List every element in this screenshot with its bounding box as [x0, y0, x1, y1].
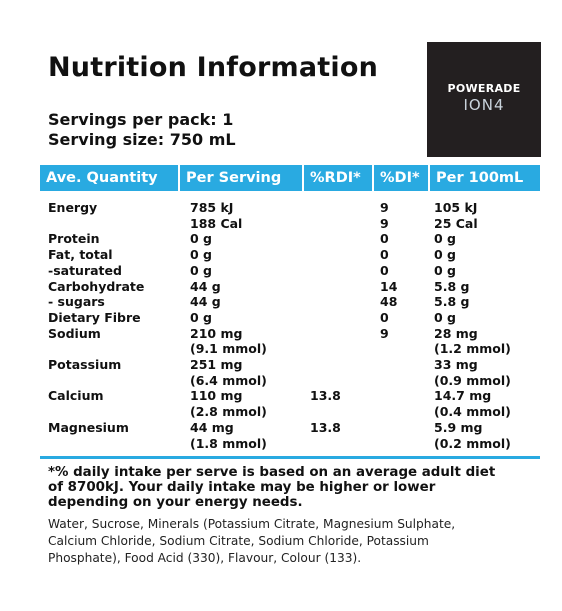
cell-di: 0	[380, 262, 389, 278]
serving-size: Serving size: 750 mL	[48, 130, 236, 149]
row-label: Potassium	[48, 357, 122, 372]
cell-per100: 5.8 g	[434, 294, 470, 310]
row-label: Fat, total	[48, 247, 113, 263]
cell-serving: 188 Cal	[190, 215, 243, 231]
cell-serving: 44 g	[190, 294, 221, 310]
cell-serving: (6.4 mmol)	[190, 372, 267, 388]
header-cell: Ave. Quantity	[40, 165, 178, 191]
footnote-line: depending on your energy needs.	[48, 495, 303, 510]
cell-per100: 25 Cal	[434, 215, 478, 231]
cell-per100: 5.9 mg	[434, 419, 483, 435]
servings-per-pack: Servings per pack: 1	[48, 110, 234, 129]
cell-per100: (0.4 mmol)	[434, 404, 511, 420]
ingredients-line: Water, Sucrose, Minerals (Potassium Citr…	[48, 517, 456, 531]
cell-di: 48	[380, 294, 398, 310]
cell-per100: 33 mg	[434, 357, 478, 372]
header-cell: %DI*	[374, 165, 428, 191]
cell-di: 0	[380, 247, 389, 263]
row-label: Protein	[48, 231, 100, 247]
cell-serving: (2.8 mmol)	[190, 404, 267, 420]
header-cell: %RDI*	[304, 165, 372, 191]
cell-di: 0	[380, 231, 389, 247]
cell-serving: 44 mg	[190, 419, 234, 435]
logo: POWERADE ION4	[427, 42, 541, 157]
ingredients-line: Calcium Chloride, Sodium Citrate, Sodium…	[48, 534, 429, 548]
header-cell: Per 100mL	[430, 165, 540, 191]
logo-brand: POWERADE	[447, 82, 521, 95]
cell-per100: 0 g	[434, 231, 456, 247]
cell-serving: 0 g	[190, 231, 212, 247]
table-header: Ave. Quantity Per Serving %RDI* %DI* Per 100…	[40, 165, 540, 191]
footnote-line: *% daily intake per serve is based on an…	[48, 465, 496, 480]
cell-serving: 110 mg	[190, 388, 243, 404]
footnote-line: of 8700kJ. Your daily intake may be high…	[48, 480, 436, 495]
cell-serving: 210 mg	[190, 325, 243, 341]
cell-per100: (0.9 mmol)	[434, 372, 511, 388]
cell-serving: (9.1 mmol)	[190, 341, 267, 357]
cell-rdi: 13.8	[310, 388, 341, 404]
divider	[40, 456, 540, 459]
row-label: Energy	[48, 200, 98, 215]
title: Nutrition Information	[48, 52, 378, 83]
cell-serving: 251 mg	[190, 357, 243, 372]
cell-serving: (1.8 mmol)	[190, 435, 267, 451]
cell-rdi: 13.8	[310, 419, 341, 435]
cell-per100: 14.7 mg	[434, 388, 492, 404]
cell-per100: 0 g	[434, 309, 456, 325]
cell-serving: 0 g	[190, 247, 212, 263]
cell-serving: 0 g	[190, 309, 212, 325]
row-label: Dietary Fibre	[48, 309, 141, 325]
cell-serving: 785 kJ	[190, 200, 234, 215]
cell-di: 9	[380, 325, 389, 341]
cell-per100: (0.2 mmol)	[434, 435, 511, 451]
cell-di: 14	[380, 278, 398, 294]
row-label: Sodium	[48, 325, 101, 341]
ingredients-line: Phosphate), Food Acid (330), Flavour, Co…	[48, 551, 362, 565]
cell-per100: (1.2 mmol)	[434, 341, 511, 357]
cell-di: 0	[380, 309, 389, 325]
cell-di: 9	[380, 200, 389, 215]
cell-per100: 105 kJ	[434, 200, 478, 215]
cell-di: 9	[380, 215, 389, 231]
row-label: -saturated	[48, 262, 122, 278]
row-label: Magnesium	[48, 419, 129, 435]
row-label: - sugars	[48, 294, 105, 310]
header-cell: Per Serving	[180, 165, 302, 191]
cell-per100: 28 mg	[434, 325, 478, 341]
row-label: Carbohydrate	[48, 278, 145, 294]
cell-per100: 0 g	[434, 262, 456, 278]
cell-per100: 5.8 g	[434, 278, 470, 294]
cell-serving: 0 g	[190, 262, 212, 278]
row-label: Calcium	[48, 388, 104, 404]
cell-serving: 44 g	[190, 278, 221, 294]
cell-per100: 0 g	[434, 247, 456, 263]
logo-product: ION4	[463, 96, 505, 114]
